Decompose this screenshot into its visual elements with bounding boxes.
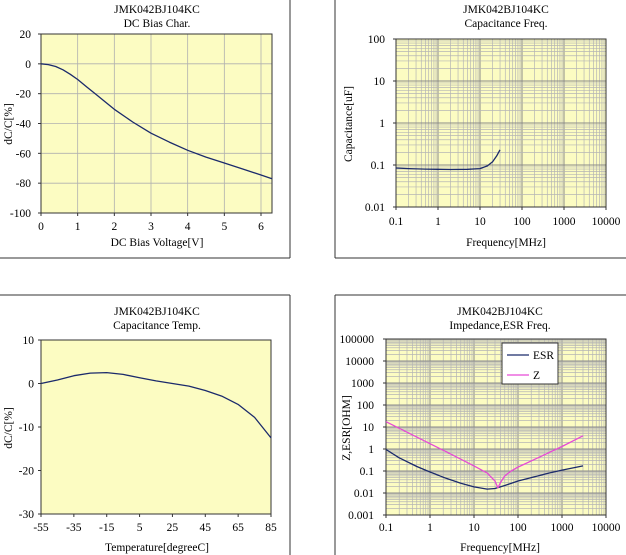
y-axis-label: Capacitance[uF] [343, 86, 355, 162]
chart-subtitle: DC Bias Char. [124, 18, 191, 30]
y-tick-label: 100 [357, 400, 375, 412]
y-tick-label: 0.001 [348, 510, 374, 522]
y-tick-label: 10 [363, 422, 375, 434]
y-axis-label: dC/C[%] [3, 103, 15, 145]
y-tick-label: -20 [19, 466, 35, 478]
y-tick-label: 1 [368, 444, 374, 456]
x-tick-label: 2 [111, 221, 117, 233]
y-tick-label: 0.01 [365, 202, 385, 214]
y-tick-label: 1 [379, 118, 385, 130]
y-tick-label: 0.01 [354, 488, 374, 500]
x-tick-label: -55 [33, 522, 49, 534]
x-tick-label: 1000 [551, 522, 574, 534]
chart-subtitle: Impedance,ESR Freq. [449, 320, 550, 332]
x-tick-label: 45 [200, 522, 212, 534]
legend-label: ESR [533, 350, 554, 362]
x-tick-label: 100 [513, 216, 531, 228]
chart-title: JMK042BJ104KC [457, 306, 543, 318]
y-axis-label: Z,ESR[OHM] [341, 395, 353, 461]
y-tick-label: 10 [23, 335, 35, 347]
x-tick-label: -15 [99, 522, 115, 534]
x-tick-label: 10000 [592, 216, 621, 228]
series-line-esr [385, 448, 584, 490]
y-tick-label: 1000 [351, 378, 374, 390]
y-tick-label: -100 [10, 208, 31, 220]
y-tick-label: -40 [16, 119, 32, 131]
plot-2: -55 -35 -15 5 25 45 65 85 10 0 -10 -20 -30 [19, 335, 277, 534]
x-axis-label: Frequency[MHz] [460, 542, 540, 554]
chart-title: JMK042BJ104KC [114, 4, 200, 16]
series-line-0 [40, 371, 272, 439]
x-tick-label: 100 [509, 522, 527, 534]
chart-title: JMK042BJ104KC [463, 4, 549, 16]
y-tick-label: -60 [16, 148, 32, 160]
x-axis-label: Frequency[MHz] [466, 237, 546, 249]
chart-title: JMK042BJ104KC [114, 306, 200, 318]
plot-3: 0.1 1 10 100 1000 10000 100000 10000 1000 100 10 1 0… [340, 334, 621, 534]
y-tick-label: -10 [19, 422, 35, 434]
x-tick-label: 6 [258, 221, 264, 233]
x-tick-label: 1 [75, 221, 81, 233]
chart-subtitle: Capacitance Temp. [113, 320, 201, 332]
series-line-z [385, 421, 584, 489]
y-tick-label: 0 [25, 59, 31, 71]
x-tick-label: 0.1 [379, 522, 394, 534]
x-tick-label: 1 [427, 522, 433, 534]
legend-box [501, 342, 559, 385]
y-tick-label: 10000 [345, 356, 374, 368]
y-tick-label: -80 [16, 178, 32, 190]
y-tick-label: 10 [374, 76, 386, 88]
series-line-0 [395, 149, 501, 171]
x-tick-label: 1000 [553, 216, 576, 228]
y-axis-label: dC/C[%] [3, 407, 15, 449]
x-tick-label: -35 [66, 522, 82, 534]
y-tick-label: 100000 [340, 334, 375, 346]
y-tick-label: 0.1 [360, 466, 375, 478]
x-tick-label: 10000 [592, 522, 621, 534]
y-tick-label: -20 [16, 89, 32, 101]
x-tick-label: 25 [167, 522, 179, 534]
series-line-0 [40, 63, 273, 180]
plot-1: 0.1 1 10 100 1000 10000 100 10 1 0.1 0.01 [365, 34, 621, 228]
y-tick-label: 0.1 [371, 160, 386, 172]
plot-area [41, 340, 271, 514]
x-tick-label: 5 [221, 221, 227, 233]
x-tick-label: 10 [474, 216, 486, 228]
plot-0: 0 1 2 3 4 5 6 20 0 -20 -40 -60 -80 -100 [10, 29, 273, 233]
y-tick-label: 20 [20, 29, 32, 41]
chart-subtitle: Capacitance Freq. [464, 18, 547, 30]
y-tick-label: 0 [28, 379, 34, 391]
x-tick-label: 1 [435, 216, 441, 228]
panel-impedance-esr: JMK042BJ104KC Impedance,ESR Freq. Freque… [334, 294, 626, 555]
x-axis-label: DC Bias Voltage[V] [111, 237, 204, 249]
legend: ESR Z [501, 342, 559, 385]
grid [385, 339, 606, 516]
panel-capacitance-freq: JMK042BJ104KC Capacitance Freq. Frequenc… [334, 0, 626, 259]
x-tick-label: 85 [265, 522, 277, 534]
x-tick-label: 0.1 [389, 216, 404, 228]
panel-capacitance-temp: JMK042BJ104KC Capacitance Temp. Temperat… [0, 294, 291, 555]
x-tick-label: 3 [148, 221, 154, 233]
y-tick-label: 100 [368, 34, 386, 46]
x-tick-label: 5 [137, 522, 143, 534]
x-tick-label: 4 [185, 221, 191, 233]
panel-dc-bias: JMK042BJ104KC DC Bias Char. DC Bias Volt… [0, 0, 291, 259]
legend-label: Z [533, 370, 540, 382]
x-tick-label: 65 [232, 522, 244, 534]
y-tick-label: -30 [19, 509, 35, 521]
x-tick-label: 10 [468, 522, 480, 534]
x-tick-label: 0 [38, 221, 44, 233]
x-axis-label: Temperature[degreeC] [105, 542, 209, 554]
